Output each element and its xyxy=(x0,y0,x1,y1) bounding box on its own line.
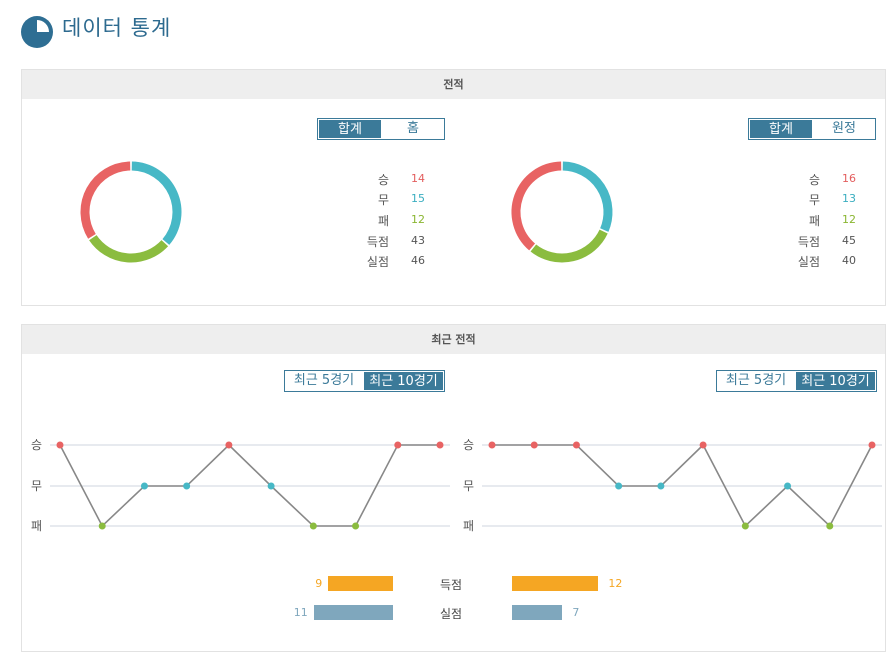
goals-against-right-bar xyxy=(512,605,563,620)
form-point-8 xyxy=(784,482,792,490)
form-point-1 xyxy=(488,441,496,449)
form-point-8 xyxy=(352,522,360,530)
tab-last-5-left[interactable]: 최근 5경기 xyxy=(293,373,355,388)
form-point-3 xyxy=(572,441,580,449)
page-title: 데이터 통계 xyxy=(62,16,172,40)
form-point-5 xyxy=(225,441,233,449)
form-point-1 xyxy=(56,441,64,449)
stat-label-goals-against: 실점 xyxy=(366,255,389,269)
stat-value-draw: 15 xyxy=(411,192,425,205)
y-label-win-left: 승 xyxy=(31,438,43,452)
form-line xyxy=(492,443,873,528)
goals-against-left-bar xyxy=(313,605,393,620)
donut-chart-right xyxy=(511,161,613,263)
goals-for-left-value: 9 xyxy=(315,577,323,590)
form-point-3 xyxy=(140,482,148,490)
form-point-6 xyxy=(699,441,707,449)
tab-last-10-left[interactable]: 최근 10경기 xyxy=(363,371,444,391)
stat-value-goals-for: 43 xyxy=(411,234,425,247)
donut-chart-left xyxy=(80,161,182,263)
stat-value-loss: 12 xyxy=(842,213,856,226)
tab-home[interactable]: 홈 xyxy=(407,121,419,136)
stats-logo-icon xyxy=(20,15,54,49)
form-point-4 xyxy=(615,482,623,490)
recent-form-chart-left xyxy=(50,441,450,530)
stat-label-draw: 무 xyxy=(377,193,389,207)
y-label-win-right: 승 xyxy=(463,438,475,452)
stat-label-goals-for: 득점 xyxy=(797,235,820,249)
form-point-2 xyxy=(530,441,538,449)
tab-last-10-right[interactable]: 최근 10경기 xyxy=(795,371,876,391)
goals-against-label: 실점 xyxy=(440,607,463,621)
donut-slice-무 xyxy=(562,161,613,232)
stat-value-loss: 12 xyxy=(411,213,425,226)
record-panel-title: 전적 xyxy=(22,70,885,99)
form-point-10 xyxy=(436,441,444,449)
recent-panel-title: 최근 전적 xyxy=(22,325,885,354)
recent-form-chart-right xyxy=(482,441,882,530)
form-point-5 xyxy=(657,482,665,490)
form-point-7 xyxy=(741,522,749,530)
goals-for-label: 득점 xyxy=(440,578,463,592)
form-point-7 xyxy=(309,522,317,530)
tab-last-5-right[interactable]: 최근 5경기 xyxy=(725,373,787,388)
tab-total-right[interactable]: 합계 xyxy=(749,119,813,139)
stat-label-goals-against: 실점 xyxy=(797,255,820,269)
y-label-loss-right: 패 xyxy=(463,519,475,533)
donut-slice-무 xyxy=(131,161,182,245)
form-line xyxy=(59,443,440,528)
stat-value-win: 14 xyxy=(411,172,425,185)
y-label-draw-right: 무 xyxy=(463,479,475,493)
goals-for-right-bar xyxy=(512,576,599,591)
donut-slice-패 xyxy=(530,229,608,263)
goals-against-left-value: 11 xyxy=(293,606,308,619)
goals-for-left-bar xyxy=(328,576,393,591)
goals-for-right-value: 12 xyxy=(608,577,623,590)
stat-label-loss: 패 xyxy=(808,214,820,228)
recent-left-toggle: 최근 5경기 최근 10경기 xyxy=(284,370,445,392)
form-point-6 xyxy=(267,482,275,490)
tab-away[interactable]: 원정 xyxy=(832,121,856,136)
donut-slice-승 xyxy=(80,161,131,239)
form-point-9 xyxy=(394,441,402,449)
stat-value-goals-against: 40 xyxy=(842,254,856,267)
record-right-toggle: 합계 원정 xyxy=(748,118,876,140)
recent-right-toggle: 최근 5경기 최근 10경기 xyxy=(716,370,877,392)
stat-value-goals-for: 45 xyxy=(842,234,856,247)
form-point-4 xyxy=(183,482,191,490)
form-point-2 xyxy=(98,522,106,530)
stat-label-win: 승 xyxy=(808,173,820,187)
goals-against-right-value: 7 xyxy=(572,606,580,619)
form-point-9 xyxy=(826,522,834,530)
stat-value-goals-against: 46 xyxy=(411,254,425,267)
stat-value-win: 16 xyxy=(842,172,856,185)
stat-value-draw: 13 xyxy=(842,192,856,205)
tab-total-left[interactable]: 합계 xyxy=(318,119,382,139)
y-label-loss-left: 패 xyxy=(31,519,43,533)
stat-label-win: 승 xyxy=(377,173,389,187)
record-left-toggle: 합계 홈 xyxy=(317,118,445,140)
stat-label-draw: 무 xyxy=(808,193,820,207)
stat-label-loss: 패 xyxy=(377,214,389,228)
donut-slice-승 xyxy=(511,161,562,251)
donut-slice-패 xyxy=(89,235,169,263)
stat-label-goals-for: 득점 xyxy=(366,235,389,249)
form-point-10 xyxy=(868,441,876,449)
y-label-draw-left: 무 xyxy=(31,479,43,493)
